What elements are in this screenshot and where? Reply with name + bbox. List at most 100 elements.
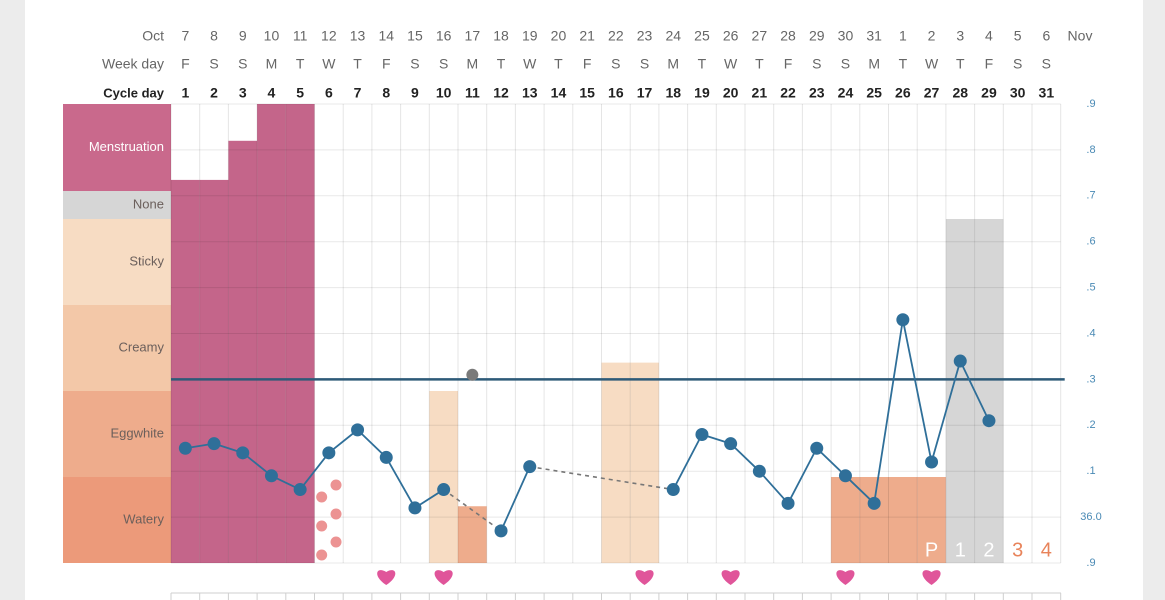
cycle-day: 14 bbox=[551, 85, 567, 101]
y-tick-label: .6 bbox=[1086, 236, 1095, 248]
date-label: 3 bbox=[956, 28, 964, 44]
temperature-line bbox=[844, 475, 875, 504]
weekday: S bbox=[238, 56, 247, 72]
temperature-line bbox=[385, 456, 416, 509]
cycle-label: Cycle day bbox=[103, 85, 164, 100]
weekday: W bbox=[724, 56, 738, 72]
cycle-day: 27 bbox=[924, 85, 940, 101]
fluid-bar bbox=[831, 477, 860, 563]
spotting-dot bbox=[316, 491, 328, 503]
temperature-point bbox=[982, 414, 996, 428]
date-label: 31 bbox=[866, 28, 882, 44]
cycle-day: 20 bbox=[723, 85, 739, 101]
date-label: 16 bbox=[436, 28, 452, 44]
spotting-dot bbox=[330, 479, 342, 491]
temperature-point bbox=[896, 313, 910, 327]
cycle-day: 22 bbox=[780, 85, 796, 101]
cycle-day: 23 bbox=[809, 85, 825, 101]
weekday: F bbox=[382, 56, 391, 72]
spotting-dot bbox=[316, 549, 328, 561]
fluid-bar bbox=[974, 219, 1004, 563]
date-label: 19 bbox=[522, 28, 538, 44]
date-label: 25 bbox=[694, 28, 710, 44]
temperature-line bbox=[672, 434, 703, 490]
date-label: 23 bbox=[637, 28, 653, 44]
fluid-bar bbox=[429, 391, 458, 563]
temperature-line bbox=[500, 466, 531, 532]
date-label: 1 bbox=[899, 28, 907, 44]
weekday: F bbox=[784, 56, 793, 72]
temperature-point bbox=[752, 464, 766, 478]
phase-label: 2 bbox=[983, 539, 994, 561]
cycle-day: 26 bbox=[895, 85, 911, 101]
row-band bbox=[63, 191, 171, 219]
temperature-point bbox=[781, 496, 795, 510]
spotting-dot bbox=[316, 520, 328, 532]
date-label: 8 bbox=[210, 28, 218, 44]
cycle-day: 16 bbox=[608, 85, 624, 101]
date-label: 29 bbox=[809, 28, 825, 44]
temperature-point bbox=[867, 496, 881, 510]
temperature-line bbox=[356, 429, 387, 459]
row-label: Watery bbox=[123, 511, 164, 526]
weekday: W bbox=[523, 56, 537, 72]
cycle-day: 15 bbox=[579, 85, 595, 101]
weekday-label: Week day bbox=[102, 56, 164, 72]
cycle-day: 28 bbox=[952, 85, 968, 101]
weekday: W bbox=[322, 56, 336, 72]
temperature-point bbox=[838, 469, 852, 483]
cycle-day: 17 bbox=[637, 85, 653, 101]
temperature-point bbox=[236, 446, 250, 460]
temperature-gap-line bbox=[529, 465, 674, 491]
weekday: S bbox=[1013, 56, 1022, 72]
fluid-bar bbox=[917, 477, 946, 563]
cycle-day: 12 bbox=[493, 85, 509, 101]
cycle-day: 21 bbox=[752, 85, 768, 101]
date-label: 14 bbox=[378, 28, 394, 44]
heart bbox=[922, 570, 941, 585]
weekday: S bbox=[812, 56, 821, 72]
cycle-day: 18 bbox=[665, 85, 681, 101]
temperature-line bbox=[873, 319, 904, 504]
phase-label: 3 bbox=[1012, 539, 1023, 561]
cycle-day: 6 bbox=[325, 85, 333, 101]
y-tick-label: .2 bbox=[1086, 419, 1095, 431]
cycle-day: 3 bbox=[239, 85, 247, 101]
excluded-point bbox=[466, 368, 479, 381]
weekday: T bbox=[956, 56, 965, 72]
row-label: Sticky bbox=[129, 253, 164, 268]
weekday: M bbox=[667, 56, 679, 72]
fluid-bar bbox=[171, 179, 200, 563]
fluid-bar bbox=[945, 219, 975, 563]
temperature-point bbox=[379, 450, 393, 464]
weekday: S bbox=[640, 56, 649, 72]
cycle-day: 2 bbox=[210, 85, 218, 101]
date-label: 20 bbox=[551, 28, 567, 44]
heart bbox=[721, 570, 740, 585]
cycle-day: 30 bbox=[1010, 85, 1026, 101]
y-tick-label: .7 bbox=[1086, 190, 1095, 202]
date-label: 28 bbox=[780, 28, 796, 44]
date-label: 13 bbox=[350, 28, 366, 44]
date-label: 24 bbox=[665, 28, 681, 44]
weekday: W bbox=[925, 56, 939, 72]
row-band bbox=[63, 219, 171, 305]
fluid-bar bbox=[888, 477, 918, 563]
weekday: S bbox=[1042, 56, 1051, 72]
date-label: 10 bbox=[264, 28, 280, 44]
fluid-bar bbox=[859, 477, 889, 563]
weekday: T bbox=[554, 56, 563, 72]
row-band bbox=[63, 391, 171, 477]
fluid-bar bbox=[630, 362, 659, 563]
date-label: 4 bbox=[985, 28, 993, 44]
temperature-point bbox=[695, 427, 709, 441]
date-label: 18 bbox=[493, 28, 509, 44]
temperature-point bbox=[293, 483, 307, 497]
temperature-point bbox=[437, 483, 451, 497]
row-label: Eggwhite bbox=[111, 425, 164, 440]
date-label: 17 bbox=[465, 28, 481, 44]
fluid-bar bbox=[601, 362, 631, 563]
temperature-gap-line bbox=[443, 488, 502, 532]
date-label: 22 bbox=[608, 28, 624, 44]
weekday: T bbox=[755, 56, 764, 72]
